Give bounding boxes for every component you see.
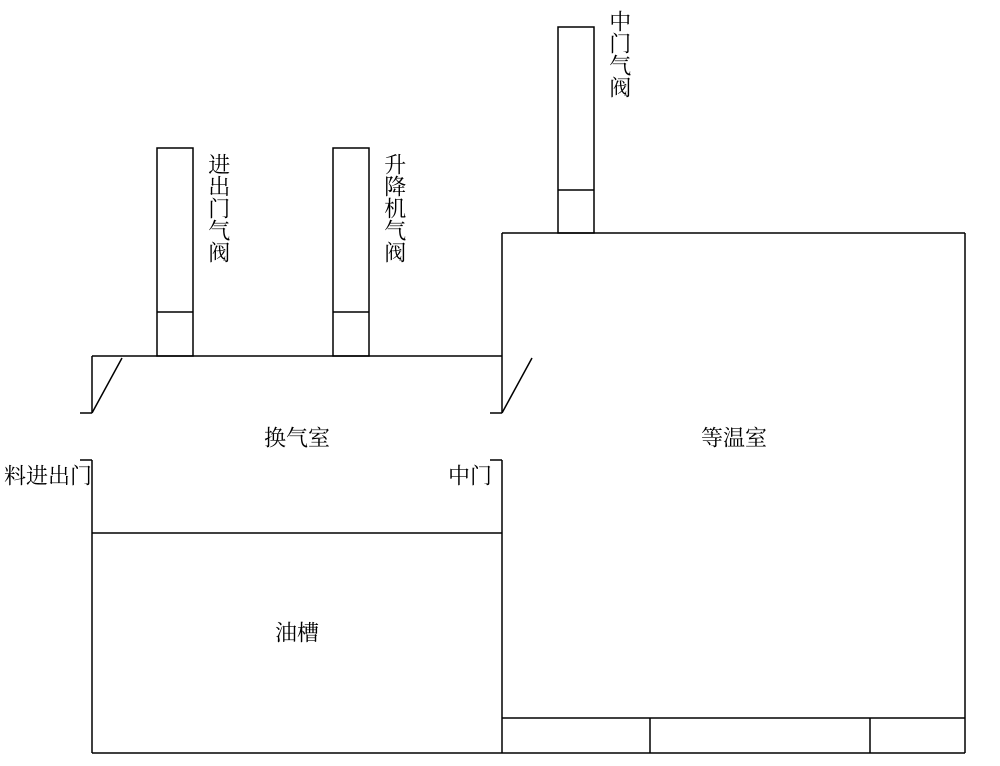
valve1-label: 进出门气阀 bbox=[204, 153, 234, 353]
iso_room-label: 等温室 bbox=[701, 422, 767, 453]
oil_tank-label: 油槽 bbox=[275, 617, 319, 648]
exchange_room-label: 换气室 bbox=[264, 422, 330, 453]
valve1-label-text: 进出门气阀 bbox=[204, 153, 234, 263]
valve1-body bbox=[157, 148, 193, 356]
door_left-label: 料进出门 bbox=[4, 460, 92, 491]
valve3-body bbox=[558, 27, 594, 233]
mid-door-flap bbox=[502, 358, 532, 413]
left-door-flap bbox=[92, 358, 122, 413]
door_mid-label: 中门 bbox=[448, 460, 492, 491]
valve2-label-text: 升降机气阀 bbox=[380, 153, 410, 263]
valve2-label: 升降机气阀 bbox=[380, 153, 410, 353]
valve2-body bbox=[333, 148, 369, 356]
valve3-label-text: 中门气阀 bbox=[605, 10, 635, 98]
valve3-label: 中门气阀 bbox=[605, 10, 635, 210]
